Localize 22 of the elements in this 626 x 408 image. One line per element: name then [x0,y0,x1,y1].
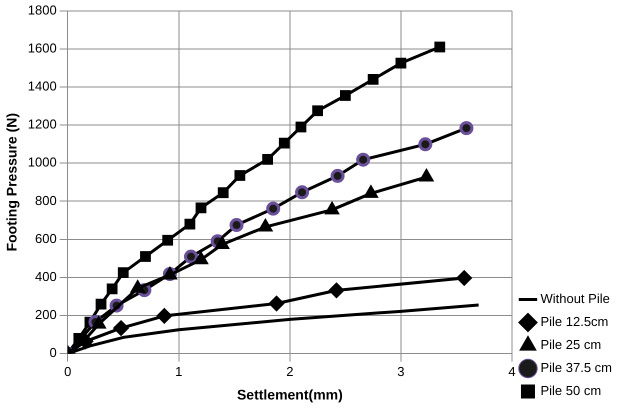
x-tick-label: 4 [508,364,516,379]
x-tick-label: 2 [286,364,294,379]
legend-label: Pile 25 cm [540,337,602,352]
y-tick-label: 1600 [28,40,57,56]
y-tick-label: 400 [35,269,57,284]
y-tick-label: 1800 [28,2,57,18]
legend-label: Pile 50 cm [540,383,602,398]
x-axis-title: Settlement(mm) [236,386,343,402]
legend-label: Pile 37.5 cm [540,360,612,376]
y-tick-label: 1400 [28,78,57,94]
y-tick-label: 0 [49,345,57,360]
legend-label: Without Pile [540,291,610,306]
legend-label: Pile 12.5cm [540,314,608,330]
y-tick-label: 800 [35,192,57,208]
x-tick-label: 0 [64,364,72,379]
y-tick-label: 1000 [28,154,57,170]
y-tick-label: 600 [35,230,57,246]
x-tick-label: 1 [175,364,182,379]
y-axis-title: Footing Pressure (N) [3,112,20,252]
y-tick-label: 200 [35,307,57,322]
x-tick-label: 3 [397,364,405,379]
y-tick-label: 1200 [28,116,57,132]
